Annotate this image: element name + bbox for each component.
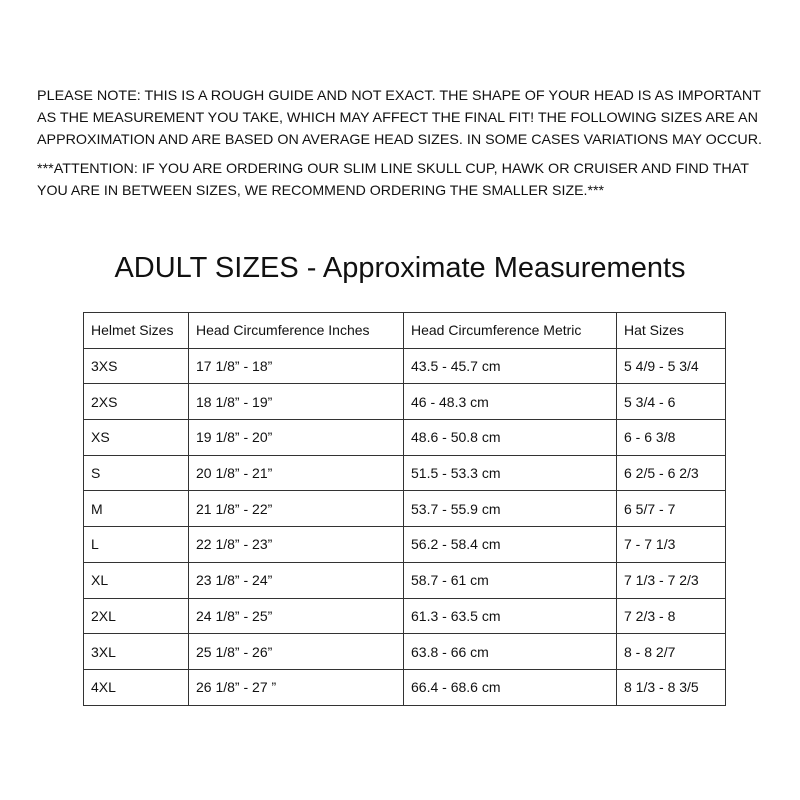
table-row: XS 19 1/8” - 20” 48.6 - 50.8 cm 6 - 6 3/8: [83, 419, 726, 456]
cell: 56.2 - 58.4 cm: [403, 526, 617, 563]
table-row: M 21 1/8” - 22” 53.7 - 55.9 cm 6 5/7 - 7: [83, 490, 726, 528]
cell: 7 - 7 1/3: [616, 526, 726, 563]
cell: 17 1/8” - 18”: [188, 347, 404, 385]
cell: 43.5 - 45.7 cm: [403, 347, 617, 385]
cell: 5 3/4 - 6: [616, 383, 726, 421]
note-line: ***ATTENTION: IF YOU ARE ORDERING OUR SL…: [37, 160, 749, 176]
note-line: APPROXIMATION AND ARE BASED ON AVERAGE H…: [37, 131, 762, 147]
table-row: S 20 1/8” - 21” 51.5 - 53.3 cm 6 2/5 - 6 2/…: [83, 454, 726, 492]
cell: 6 5/7 - 7: [616, 490, 726, 528]
note-line: AS THE MEASUREMENT YOU TAKE, WHICH MAY A…: [37, 109, 758, 125]
table-row: 3XS 17 1/8” - 18” 43.5 - 45.7 cm 5 4/9 - 5 …: [83, 347, 726, 385]
cell: L: [83, 526, 189, 563]
cell: 26 1/8” - 27 ”: [188, 668, 404, 706]
cell: 46 - 48.3 cm: [403, 383, 617, 421]
table-row: 2XL 24 1/8” - 25” 61.3 - 63.5 cm 7 2/3 - 8: [83, 597, 726, 635]
cell: XS: [83, 419, 189, 456]
table-row: L 22 1/8” - 23” 56.2 - 58.4 cm 7 - 7 1/3: [83, 526, 726, 563]
cell: Hat Sizes: [616, 312, 726, 349]
cell: 25 1/8” - 26”: [188, 633, 404, 670]
cell: 8 - 8 2/7: [616, 633, 726, 670]
cell: 2XL: [83, 597, 189, 635]
note-line: YOU ARE IN BETWEEN SIZES, WE RECOMMEND O…: [37, 182, 605, 198]
cell: 18 1/8” - 19”: [188, 383, 404, 421]
cell: 3XL: [83, 633, 189, 670]
cell: M: [83, 490, 189, 528]
cell: 7 2/3 - 8: [616, 597, 726, 635]
cell: XL: [83, 561, 189, 599]
cell: 24 1/8” - 25”: [188, 597, 404, 635]
notes: PLEASE NOTE: THIS IS A ROUGH GUIDE AND N…: [37, 87, 762, 198]
note-line: PLEASE NOTE: THIS IS A ROUGH GUIDE AND N…: [37, 87, 761, 103]
cell: 2XS: [83, 383, 189, 421]
cell: 8 1/3 - 8 3/5: [616, 668, 726, 706]
cell: 4XL: [83, 668, 189, 706]
cell: 61.3 - 63.5 cm: [403, 597, 617, 635]
cell: 23 1/8” - 24”: [188, 561, 404, 599]
cell: 66.4 - 68.6 cm: [403, 668, 617, 706]
cell: 19 1/8” - 20”: [188, 419, 404, 456]
table-row: XL 23 1/8” - 24” 58.7 - 61 cm 7 1/3 - 7 2/3: [83, 561, 726, 599]
title: ADULT SIZES - Approximate Measurements: [114, 252, 686, 284]
cell: 6 2/5 - 6 2/3: [616, 454, 726, 492]
header-row: Helmet Sizes Head Circumference Inches Hea…: [83, 312, 726, 349]
cell: 21 1/8” - 22”: [188, 490, 404, 528]
cell: 58.7 - 61 cm: [403, 561, 617, 599]
cell: S: [83, 454, 189, 492]
cell: 7 1/3 - 7 2/3: [616, 561, 726, 599]
cell: 20 1/8” - 21”: [188, 454, 404, 492]
cell: 3XS: [83, 347, 189, 385]
cell: 63.8 - 66 cm: [403, 633, 617, 670]
table-row: 2XS 18 1/8” - 19” 46 - 48.3 cm 5 3/4 - 6: [83, 383, 726, 421]
cell: Helmet Sizes: [83, 312, 189, 349]
cell: 5 4/9 - 5 3/4: [616, 347, 726, 385]
table-row: 3XL 25 1/8” - 26” 63.8 - 66 cm 8 - 8 2/7: [83, 633, 726, 670]
cell: 48.6 - 50.8 cm: [403, 419, 617, 456]
cell: 53.7 - 55.9 cm: [403, 490, 617, 528]
cell: Head Circumference Inches: [188, 312, 404, 349]
cell: 22 1/8” - 23”: [188, 526, 404, 563]
cell: 51.5 - 53.3 cm: [403, 454, 617, 492]
cell: Head Circumference Metric: [403, 312, 617, 349]
table-row: 4XL 26 1/8” - 27 ” 66.4 - 68.6 cm 8 1/3 - 8…: [83, 668, 726, 706]
size-table: Helmet Sizes Head Circumference Inches Hea…: [83, 312, 726, 706]
cell: 6 - 6 3/8: [616, 419, 726, 456]
